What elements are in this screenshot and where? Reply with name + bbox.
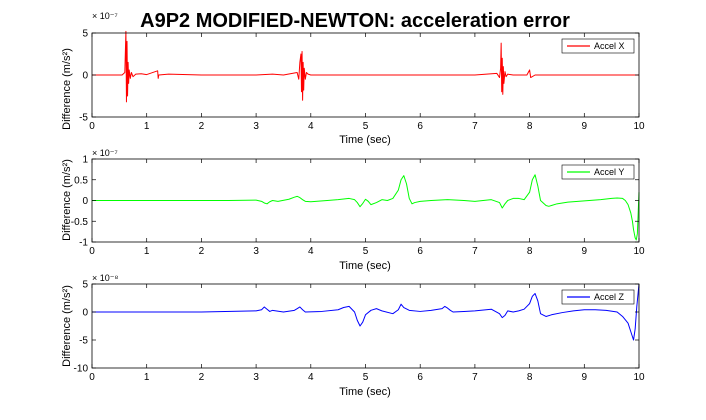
y-tick-label: -0.5	[71, 217, 89, 228]
y-tick-label: 5	[82, 280, 88, 291]
y-axis-label: Difference (m/s²)	[61, 285, 73, 367]
y-tick-label: 0	[82, 308, 88, 319]
accel-z-panel: × 10⁻⁸ Difference (m/s²) Time (sec) 0 1 2 3…	[61, 273, 645, 398]
x-tick-label: 7	[472, 372, 478, 383]
y-exponent-label: × 10⁻⁸	[92, 273, 119, 283]
x-tick-label: 2	[199, 121, 205, 132]
x-axis-label: Time (sec)	[339, 260, 391, 272]
legend-label: Accel Z	[594, 292, 625, 302]
y-axis-label: Difference (m/s²)	[61, 159, 73, 241]
legend-box	[561, 38, 635, 54]
x-tick-label: 1	[144, 246, 150, 257]
y-tick-label: 0.5	[74, 175, 88, 186]
x-tick-label: 9	[582, 372, 588, 383]
x-tick-label: 3	[253, 372, 259, 383]
x-tick-label: 9	[582, 246, 588, 257]
x-tick-label: 1	[144, 372, 150, 383]
figure-title: A9P2 MODIFIED-NEWTON: acceleration error	[140, 10, 570, 32]
x-tick-label: 1	[144, 121, 150, 132]
x-tick-label: 5	[363, 121, 369, 132]
y-axis-label: Difference (m/s²)	[61, 48, 73, 130]
y-exponent-label: × 10⁻⁷	[92, 11, 118, 21]
y-tick-label: 0	[82, 71, 88, 82]
x-tick-label: 5	[363, 372, 369, 383]
x-tick-label: 10	[633, 246, 645, 257]
x-tick-label: 3	[253, 121, 259, 132]
legend-label: Accel Y	[594, 167, 624, 177]
accel-x-panel: × 10⁻⁷ Difference (m/s²) Time (sec) 0 1 2 3…	[61, 11, 645, 146]
x-tick-label: 8	[527, 372, 533, 383]
x-tick-label: 7	[472, 121, 478, 132]
x-tick-label: 6	[417, 372, 423, 383]
x-tick-label: 8	[527, 121, 533, 132]
x-tick-label: 4	[308, 372, 314, 383]
x-tick-label: 0	[89, 246, 95, 257]
x-axis-label: Time (sec)	[339, 134, 391, 146]
y-tick-label: -10	[74, 364, 89, 375]
legend-box	[561, 164, 635, 180]
x-tick-label: 4	[308, 121, 314, 132]
y-tick-label: 5	[82, 29, 88, 40]
x-tick-label: 0	[89, 372, 95, 383]
y-tick-label: -5	[79, 113, 88, 124]
y-tick-label: 1	[82, 155, 88, 166]
x-tick-label: 9	[582, 121, 588, 132]
x-tick-label: 2	[199, 246, 205, 257]
y-exponent-label: × 10⁻⁷	[92, 148, 118, 158]
series-line-accel-y	[92, 174, 640, 241]
x-tick-label: 3	[253, 246, 259, 257]
x-tick-label: 5	[363, 246, 369, 257]
x-tick-label: 2	[199, 372, 205, 383]
x-tick-label: 8	[527, 246, 533, 257]
legend-box	[561, 289, 635, 305]
x-tick-label: 6	[417, 121, 423, 132]
y-tick-label: -5	[79, 336, 88, 347]
y-tick-label: -1	[79, 238, 88, 249]
series-line-accel-x	[92, 30, 639, 103]
y-tick-label: 0	[82, 196, 88, 207]
legend-label: Accel X	[594, 41, 625, 51]
accel-y-panel: × 10⁻⁷ Difference (m/s²) Time (sec) 0 1 2 3…	[61, 148, 645, 272]
x-axis-label: Time (sec)	[339, 386, 391, 398]
x-tick-label: 7	[472, 246, 478, 257]
x-tick-label: 6	[417, 246, 423, 257]
x-tick-label: 4	[308, 246, 314, 257]
plot-area	[92, 284, 639, 368]
x-tick-label: 0	[89, 121, 95, 132]
series-line-accel-z	[92, 283, 640, 341]
x-tick-label: 10	[633, 121, 645, 132]
x-tick-label: 10	[633, 372, 645, 383]
